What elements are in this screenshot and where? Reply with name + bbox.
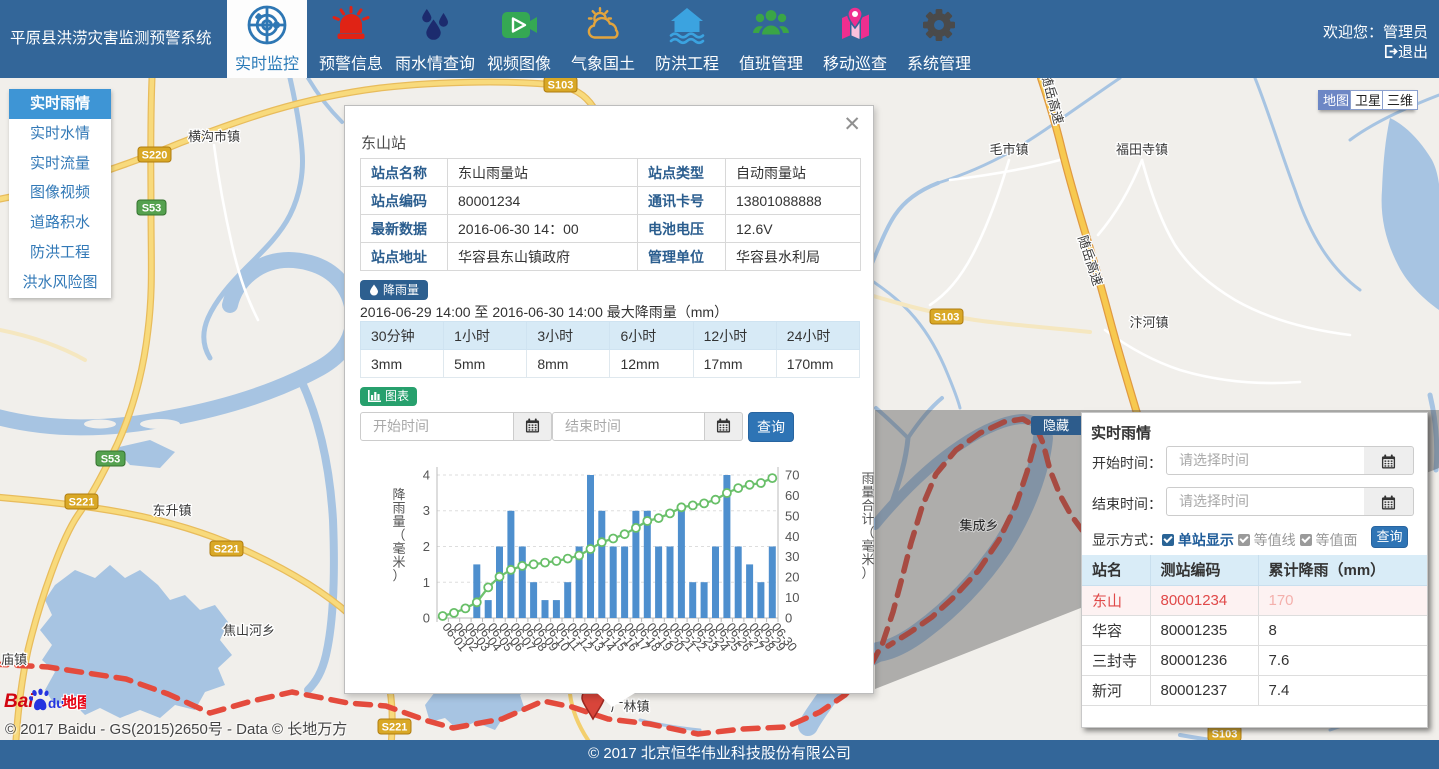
svg-text:0: 0 <box>423 611 430 626</box>
svg-text:焦山河乡: 焦山河乡 <box>223 623 275 638</box>
svg-text:S103: S103 <box>1212 729 1238 741</box>
svg-text:降雨量（毫米）: 降雨量（毫米） <box>392 487 405 583</box>
svg-text:0: 0 <box>785 611 792 626</box>
svg-text:毛市镇: 毛市镇 <box>989 142 1028 157</box>
svg-text:福田寺镇: 福田寺镇 <box>1116 142 1168 157</box>
svg-text:集成乡: 集成乡 <box>959 518 998 533</box>
svg-text:1: 1 <box>423 575 430 590</box>
svg-text:40: 40 <box>785 529 799 544</box>
svg-text:地图: 地图 <box>62 694 86 712</box>
svg-text:20: 20 <box>785 570 799 585</box>
svg-text:雨量合计（毫米）: 雨量合计（毫米） <box>861 471 874 581</box>
svg-text:70: 70 <box>785 468 799 483</box>
svg-text:60: 60 <box>785 488 799 503</box>
svg-text:S220: S220 <box>142 150 168 162</box>
svg-text:庙镇: 庙镇 <box>1 652 27 667</box>
svg-text:东升镇: 东升镇 <box>152 503 191 518</box>
svg-text:汴河镇: 汴河镇 <box>1129 315 1168 330</box>
svg-text:S103: S103 <box>934 312 960 324</box>
svg-text:S53: S53 <box>142 203 162 215</box>
svg-text:S221: S221 <box>214 544 240 556</box>
svg-text:S221: S221 <box>382 722 408 734</box>
svg-text:4: 4 <box>423 468 430 483</box>
svg-text:S103: S103 <box>548 80 574 92</box>
svg-text:50: 50 <box>785 508 799 523</box>
svg-text:横沟市镇: 横沟市镇 <box>188 129 240 144</box>
svg-text:S221: S221 <box>69 497 95 509</box>
svg-text:30: 30 <box>785 549 799 564</box>
svg-text:du: du <box>48 696 65 711</box>
svg-text:S53: S53 <box>101 454 121 466</box>
svg-text:Bai: Bai <box>4 691 34 712</box>
svg-text:10: 10 <box>785 590 799 605</box>
svg-text:2: 2 <box>423 539 430 554</box>
svg-text:3: 3 <box>423 503 430 518</box>
